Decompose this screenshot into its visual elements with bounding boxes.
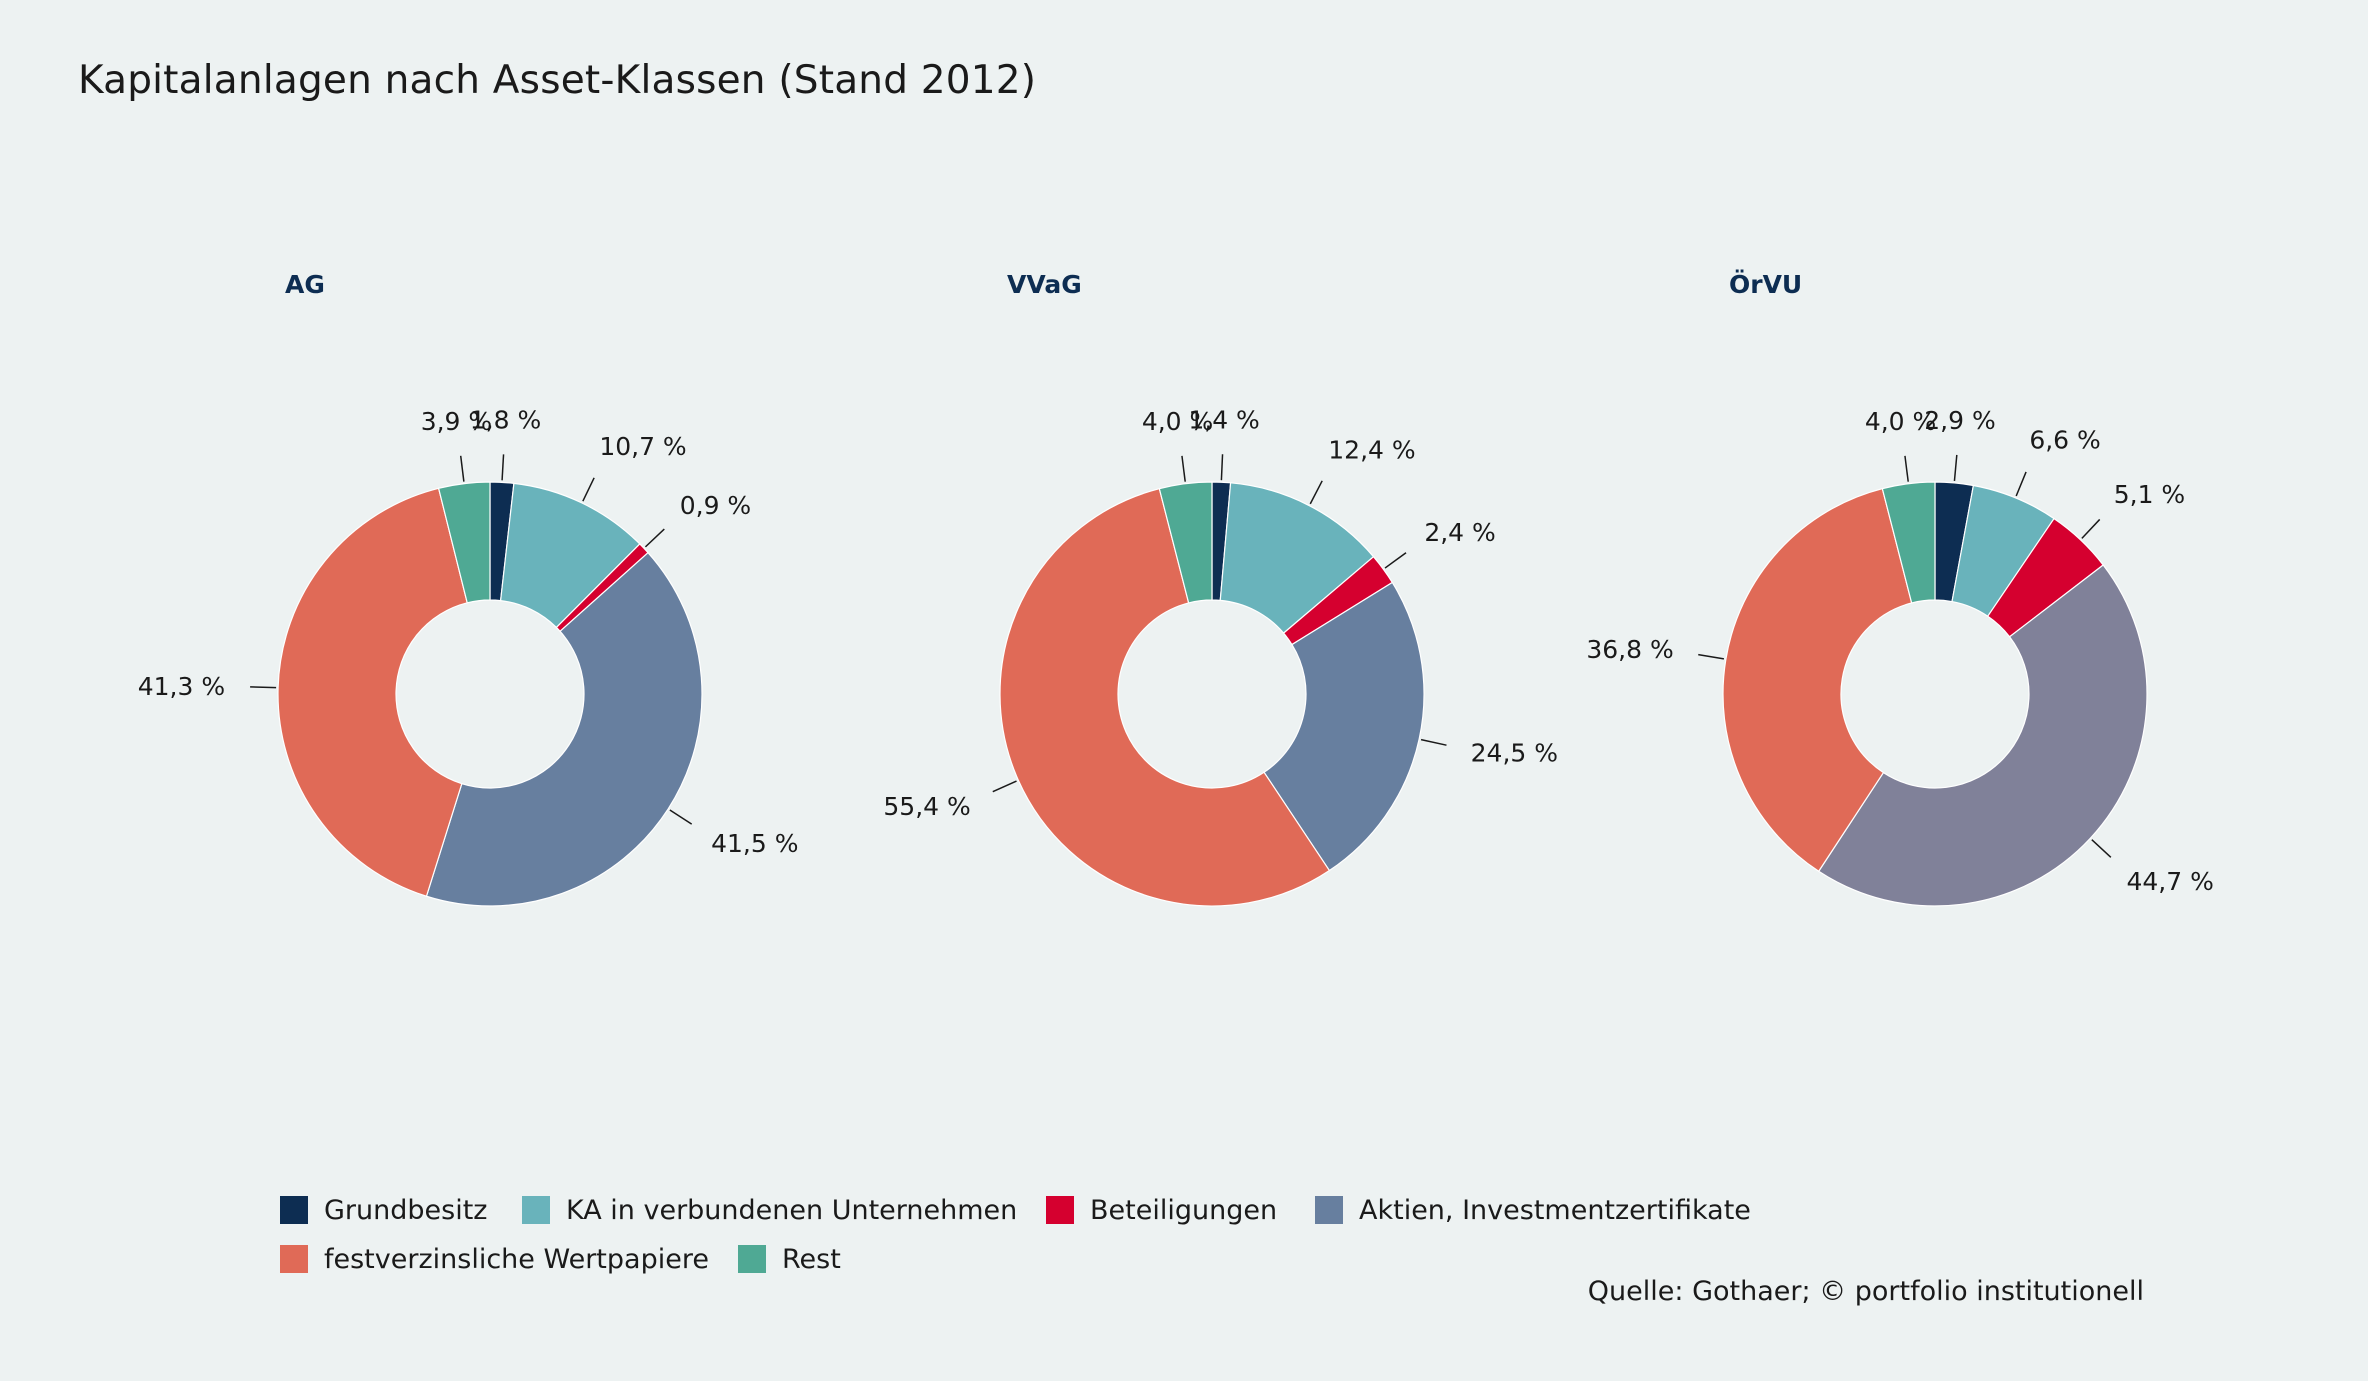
data-label-aktien: 44,7 % [2126,867,2213,896]
slice-aktien [1263,581,1425,872]
slice-rest [1158,481,1213,604]
leader-line [644,528,665,548]
data-label-aktien: 24,5 % [1471,739,1558,768]
legend-label-aktien: Aktien, Investmentzertifikate [1359,1194,1751,1226]
chart-title: VVaG [1007,270,1082,299]
slice-rest [1881,481,1936,604]
legend-label-rest: Rest [782,1243,841,1275]
chart-title: ÖrVU [1729,269,1802,299]
legend-swatch-grundbesitz [280,1196,308,1224]
leader-line [1181,455,1186,482]
chart-title: AG [285,270,325,299]
legend-label-festverzinslich: festverzinsliche Wertpapiere [324,1243,709,1275]
legend-label-beteiligungen: Beteiligungen [1090,1194,1278,1226]
data-label-festverzinslich: 36,8 % [1586,635,1673,664]
data-label-beteiligungen: 0,9 % [680,491,751,520]
data-label-rest: 4,0 % [1865,407,1936,436]
data-label-rest: 4,0 % [1142,407,1213,436]
slice-aktien [1817,564,2148,907]
source-note: Quelle: Gothaer; © portfolio institution… [1587,1276,2144,1307]
legend-item-rest: Rest [738,1239,841,1279]
leader-line [2015,471,2027,497]
data-label-grundbesitz: 2,9 % [1924,406,1995,435]
leader-line [582,477,595,502]
data-label-ka: 6,6 % [2029,426,2100,455]
figure-title: Kapitalanlagen nach Asset-Klassen (Stand… [78,58,1037,103]
data-label-ka: 10,7 % [599,432,686,461]
legend-swatch-festverzinslich [280,1245,308,1273]
data-label-aktien: 41,5 % [711,829,798,858]
slice-festverzinslich [277,487,468,898]
leader-line [1953,454,1958,481]
leader-line [992,780,1017,793]
legend-item-festverzinslich: festverzinsliche Wertpapiere [280,1239,709,1279]
legend-item-ka: KA in verbundenen Unternehmen [522,1190,1017,1230]
leader-line [1384,552,1407,569]
leader-line [501,454,505,481]
legend-label-ka: KA in verbundenen Unternehmen [566,1194,1018,1226]
legend-swatch-rest [738,1245,766,1273]
data-label-ka: 12,4 % [1328,436,1415,465]
legend-swatch-ka [522,1196,550,1224]
slice-festverzinslich [999,487,1331,907]
leader-line [1220,454,1224,481]
donut-chart-2: VVaG 1,4 % 12,4 % 2,4 % 24,5 % 55,4 % 4,0 % [883,270,1558,907]
donut-chart-3: ÖrVU 2,9 % 6,6 % 5,1 % 44,7 % 36,8 % 4,0 % [1586,269,2214,907]
data-label-beteiligungen: 5,1 % [2114,480,2185,509]
legend-item-beteiligungen: Beteiligungen [1046,1190,1277,1230]
leader-line [459,455,465,482]
data-label-grundbesitz: 1,8 % [470,405,541,434]
legend-item-grundbesitz: Grundbesitz [280,1190,487,1230]
leader-line [2091,839,2112,858]
leader-line [250,686,277,689]
slice-festverzinslich [1722,487,1913,873]
legend-swatch-beteiligungen [1046,1196,1074,1224]
legend-label-grundbesitz: Grundbesitz [324,1194,488,1226]
leader-line [1698,653,1725,660]
data-label-rest: 3,9 % [421,407,492,436]
data-label-grundbesitz: 1,4 % [1188,405,1259,434]
leader-line [2081,518,2101,539]
legend-swatch-aktien [1315,1196,1343,1224]
data-label-festverzinslich: 55,4 % [883,792,970,821]
leader-line [1309,480,1323,505]
slice-aktien [425,551,703,907]
donut-chart-1: AG 1,8 % 10,7 % 0,9 % 41,5 % 41,3 % 3,9 % [138,270,798,907]
leader-line [1904,455,1909,482]
leader-line [669,809,693,825]
data-label-festverzinslich: 41,3 % [138,672,225,701]
legend-item-aktien: Aktien, Investmentzertifikate [1315,1190,1751,1230]
slice-rest [437,481,491,604]
leader-line [1420,738,1447,746]
data-label-beteiligungen: 2,4 % [1424,518,1495,547]
